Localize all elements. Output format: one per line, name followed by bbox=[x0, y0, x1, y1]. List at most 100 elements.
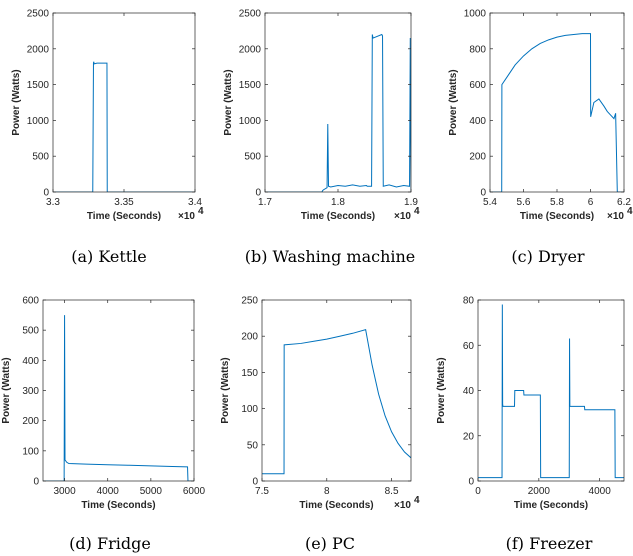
x-tick-label: 1.9 bbox=[404, 197, 418, 208]
y-tick-label: 2000 bbox=[27, 44, 50, 55]
x-tick-label: 1.7 bbox=[258, 197, 272, 208]
y-tick-label: 60 bbox=[463, 341, 475, 352]
x-axis-label: Time (Seconds) bbox=[301, 211, 375, 222]
chart-panel-5: 7.5 8 8.5 0 50 100 150 200 250 Time (Seconds) ×10 4… bbox=[220, 296, 420, 554]
x-exponent-power: 4 bbox=[627, 206, 633, 217]
y-tick-label: 80 bbox=[463, 296, 475, 307]
chart-panel-2: 1.7 1.8 1.9 0 500 1000 1500 2000 2500 Time (Secon… bbox=[223, 9, 420, 267]
x-tick-label: 7.5 bbox=[255, 486, 269, 497]
y-tick-label: 0 bbox=[480, 188, 486, 199]
x-exponent-label: ×10 bbox=[394, 211, 411, 222]
axes-box bbox=[477, 299, 625, 482]
y-tick-label: 2500 bbox=[27, 9, 50, 20]
x-axis-label: Time (Seconds) bbox=[520, 211, 594, 222]
y-tick-label: 100 bbox=[241, 404, 258, 415]
x-axis-label: Time (Seconds) bbox=[514, 500, 588, 511]
x-tick-label: 3.3 bbox=[46, 197, 60, 208]
series-line bbox=[490, 33, 624, 192]
x-tick-label: 6 bbox=[588, 197, 594, 208]
chart-panel-3: 5.4 5.6 5.8 6 6.2 0 200 400 600 800 1000 Time (Seco… bbox=[448, 9, 633, 267]
subfigure-caption: (c) Dryer bbox=[511, 247, 585, 266]
chart-panel-4: 3000 4000 5000 6000 0 100 200 300 400 500 600 Time … bbox=[1, 296, 206, 554]
x-tick-label: 3.35 bbox=[114, 197, 134, 208]
x-tick-label: 3000 bbox=[53, 486, 76, 497]
y-tick-label: 1000 bbox=[27, 116, 50, 127]
x-exponent-label: ×10 bbox=[178, 211, 195, 222]
y-tick-label: 300 bbox=[22, 386, 39, 397]
y-axis-label: Power (Watts) bbox=[436, 357, 447, 423]
y-tick-label: 600 bbox=[22, 296, 39, 307]
y-tick-label: 500 bbox=[32, 152, 49, 163]
y-axis-label: Power (Watts) bbox=[220, 357, 231, 423]
y-tick-label: 2500 bbox=[239, 9, 262, 20]
y-tick-label: 200 bbox=[241, 332, 258, 343]
y-tick-label: 0 bbox=[43, 188, 49, 199]
x-exponent-label: ×10 bbox=[607, 211, 624, 222]
x-axis-label: Time (Seconds) bbox=[87, 211, 161, 222]
y-tick-label: 250 bbox=[241, 296, 258, 307]
subfigure-caption: (a) Kettle bbox=[71, 247, 147, 266]
x-tick-label: 5.8 bbox=[550, 197, 564, 208]
y-axis-label: Power (Watts) bbox=[448, 69, 459, 135]
x-tick-label: 1.8 bbox=[331, 197, 345, 208]
series-line bbox=[265, 33, 411, 192]
y-axis-label: Power (Watts) bbox=[11, 69, 22, 135]
axes-box bbox=[489, 12, 625, 193]
y-tick-label: 500 bbox=[22, 326, 39, 337]
x-tick-label: 6000 bbox=[183, 486, 206, 497]
subfigure-caption: (d) Fridge bbox=[69, 534, 151, 553]
x-exponent-power: 4 bbox=[414, 206, 420, 217]
y-tick-label: 0 bbox=[33, 477, 39, 488]
series-line bbox=[43, 315, 194, 481]
subfigure-caption: (b) Washing machine bbox=[245, 247, 416, 266]
y-tick-label: 1500 bbox=[239, 80, 262, 91]
y-axis-label: Power (Watts) bbox=[223, 69, 234, 135]
x-tick-label: 5.6 bbox=[517, 197, 531, 208]
x-tick-label: 5.4 bbox=[483, 197, 497, 208]
x-tick-label: 4000 bbox=[97, 486, 120, 497]
y-tick-label: 200 bbox=[469, 152, 486, 163]
x-exponent-label: ×10 bbox=[394, 500, 411, 511]
x-tick-label: 0 bbox=[475, 486, 481, 497]
x-tick-label: 3.4 bbox=[188, 197, 202, 208]
subfigure-caption: (f) Freezer bbox=[506, 534, 593, 553]
y-tick-label: 1000 bbox=[464, 9, 487, 20]
x-tick-label: 2000 bbox=[528, 486, 551, 497]
axes-box bbox=[42, 299, 195, 482]
chart-panel-1: 3.3 3.35 3.4 0 500 1000 1500 2000 2500 Time (Seco… bbox=[11, 9, 204, 267]
y-tick-label: 50 bbox=[247, 440, 259, 451]
y-tick-label: 2000 bbox=[239, 44, 262, 55]
y-tick-label: 0 bbox=[468, 477, 474, 488]
y-axis-label: Power (Watts) bbox=[1, 357, 12, 423]
series-line bbox=[53, 61, 195, 192]
y-tick-label: 150 bbox=[241, 368, 258, 379]
y-tick-label: 400 bbox=[469, 116, 486, 127]
axes-box bbox=[261, 299, 412, 482]
y-tick-label: 20 bbox=[463, 431, 475, 442]
y-tick-label: 800 bbox=[469, 44, 486, 55]
y-tick-label: 200 bbox=[22, 416, 39, 427]
chart-panel-6: 0 2000 4000 0 20 40 60 80 Time (Seconds) Power (W… bbox=[436, 296, 625, 553]
x-axis-label: Time (Seconds) bbox=[81, 500, 155, 511]
axes-box bbox=[264, 12, 412, 193]
x-tick-label: 4000 bbox=[589, 486, 612, 497]
series-line bbox=[262, 329, 411, 475]
series-line bbox=[478, 304, 624, 479]
x-axis-label: Time (Seconds) bbox=[299, 500, 373, 511]
axes-box bbox=[52, 12, 196, 193]
y-tick-label: 0 bbox=[255, 188, 261, 199]
y-tick-label: 1500 bbox=[27, 80, 50, 91]
y-tick-label: 100 bbox=[22, 446, 39, 457]
y-tick-label: 600 bbox=[469, 80, 486, 91]
x-tick-label: 8.5 bbox=[385, 486, 399, 497]
y-tick-label: 40 bbox=[463, 386, 475, 397]
x-exponent-power: 4 bbox=[414, 495, 420, 506]
x-tick-label: 5000 bbox=[140, 486, 163, 497]
y-tick-label: 0 bbox=[252, 477, 258, 488]
subfigure-caption: (e) PC bbox=[305, 534, 355, 553]
x-tick-label: 8 bbox=[324, 486, 330, 497]
x-tick-label: 6.2 bbox=[617, 197, 631, 208]
x-exponent-power: 4 bbox=[198, 206, 204, 217]
y-tick-label: 400 bbox=[22, 356, 39, 367]
